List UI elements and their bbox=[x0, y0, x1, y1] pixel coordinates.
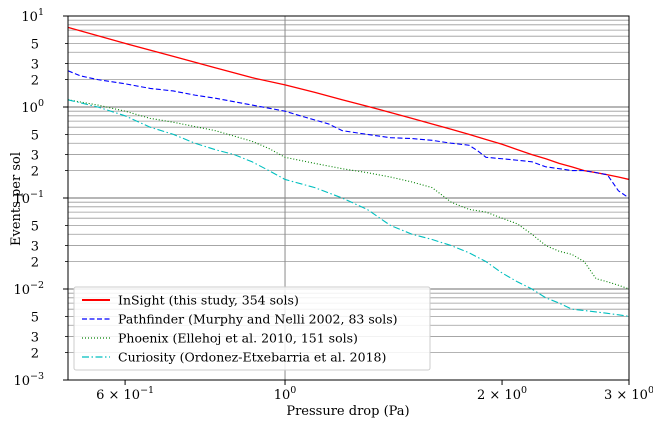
legend-label: Curiosity (Ordonez-Etxebarria et al. 201… bbox=[118, 350, 386, 365]
y-minor-tick-label: 3 bbox=[31, 58, 39, 73]
y-minor-tick-label: 2 bbox=[31, 74, 39, 89]
y-tick-label: 10−2 bbox=[13, 280, 44, 298]
legend: InSight (this study, 354 sols) Pathfinder… bbox=[73, 286, 431, 371]
legend-label: Phoenix (Ellehoj et al. 2010, 151 sols) bbox=[118, 331, 358, 346]
y-tick-label: 10−3 bbox=[13, 371, 44, 389]
legend-box bbox=[73, 286, 431, 371]
y-minor-tick-label: 3 bbox=[31, 240, 39, 255]
y-tick-label: 100 bbox=[21, 98, 44, 116]
y-minor-tick-label: 3 bbox=[31, 331, 39, 346]
y-minor-tick-label: 2 bbox=[31, 256, 39, 271]
series-line-1 bbox=[67, 70, 630, 199]
legend-label: Pathfinder (Murphy and Nelli 2002, 83 so… bbox=[118, 312, 398, 327]
series-line-3 bbox=[67, 99, 630, 317]
x-tick-label: 3 × 100 bbox=[604, 385, 653, 403]
y-minor-tick-label: 5 bbox=[31, 37, 39, 52]
y-tick-label: 10−1 bbox=[13, 189, 44, 207]
series-line-0 bbox=[67, 26, 630, 181]
y-minor-tick-label: 2 bbox=[31, 347, 39, 362]
y-minor-tick-label: 5 bbox=[31, 128, 39, 143]
series-line-2 bbox=[67, 99, 630, 290]
y-minor-tick-label: 3 bbox=[31, 149, 39, 164]
y-minor-tick-label: 5 bbox=[31, 219, 39, 234]
y-minor-tick-label: 5 bbox=[31, 310, 39, 325]
x-tick-label: 6 × 10−1 bbox=[96, 385, 154, 403]
x-tick-label: 100 bbox=[274, 385, 297, 403]
y-tick-label: 101 bbox=[21, 7, 44, 25]
y-axis-label: Events per sol bbox=[9, 152, 24, 246]
x-axis-label: Pressure drop (Pa) bbox=[286, 404, 409, 419]
legend-label: InSight (this study, 354 sols) bbox=[118, 293, 299, 308]
plot-area bbox=[67, 26, 630, 317]
y-minor-tick-label: 2 bbox=[31, 165, 39, 180]
x-tick-label: 2 × 100 bbox=[477, 385, 527, 403]
